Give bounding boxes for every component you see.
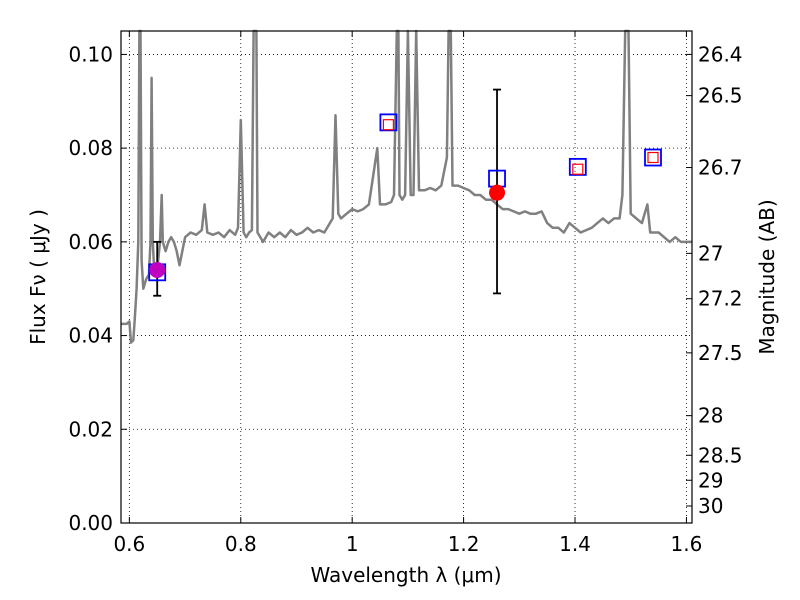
x-axis-label: Wavelength λ (μm)	[310, 563, 501, 587]
axis-ticks: 0.6 0.8 1 1.2 1.4 1.6 0.00 0.02 0.04 0.06 0.08 0.10…	[68, 31, 743, 556]
mag-tick-label: 27	[698, 241, 723, 265]
x-tick-label: 1	[346, 532, 359, 556]
mag-tick-label: 26.5	[698, 84, 743, 108]
mag-tick-label: 27.5	[698, 341, 743, 365]
observed-point	[149, 261, 166, 278]
y-tick-label: 0.00	[68, 511, 113, 535]
y2-axis-label: Magnitude (AB)	[755, 199, 779, 354]
mag-tick-label: 29	[698, 468, 723, 492]
x-tick-label: 1.2	[448, 532, 480, 556]
y-tick-label: 0.02	[68, 417, 113, 441]
model-red-square	[382, 119, 394, 131]
mag-tick-label: 26.4	[698, 42, 743, 66]
y-axis-label: Flux Fν ( μJy )	[26, 209, 50, 345]
plot-frame	[120, 30, 693, 524]
y-tick-label: 0.08	[68, 136, 113, 160]
mag-tick-label: 30	[698, 494, 723, 518]
y-tick-label: 0.04	[68, 324, 113, 348]
x-tick-label: 0.8	[225, 532, 257, 556]
y-tick-label: 0.06	[68, 230, 113, 254]
mag-tick-label: 26.7	[698, 156, 743, 180]
model-blue-square	[568, 157, 587, 176]
y-tick-label: 0.10	[68, 42, 113, 66]
x-tick-label: 1.4	[559, 532, 591, 556]
mag-tick-label: 28.5	[698, 443, 743, 467]
observed-point	[489, 184, 506, 201]
mag-tick-label: 28	[698, 404, 723, 428]
model-blue-square	[644, 148, 662, 167]
x-tick-label: 0.6	[113, 532, 145, 556]
mag-tick-label: 27.2	[698, 287, 743, 311]
model-spectrum	[121, 29, 692, 344]
model-red-square	[572, 163, 584, 175]
data-markers	[148, 88, 662, 297]
spectrum-line	[121, 29, 692, 344]
model-red-square	[647, 151, 659, 164]
model-blue-square	[379, 113, 398, 132]
x-tick-label: 1.6	[671, 532, 703, 556]
